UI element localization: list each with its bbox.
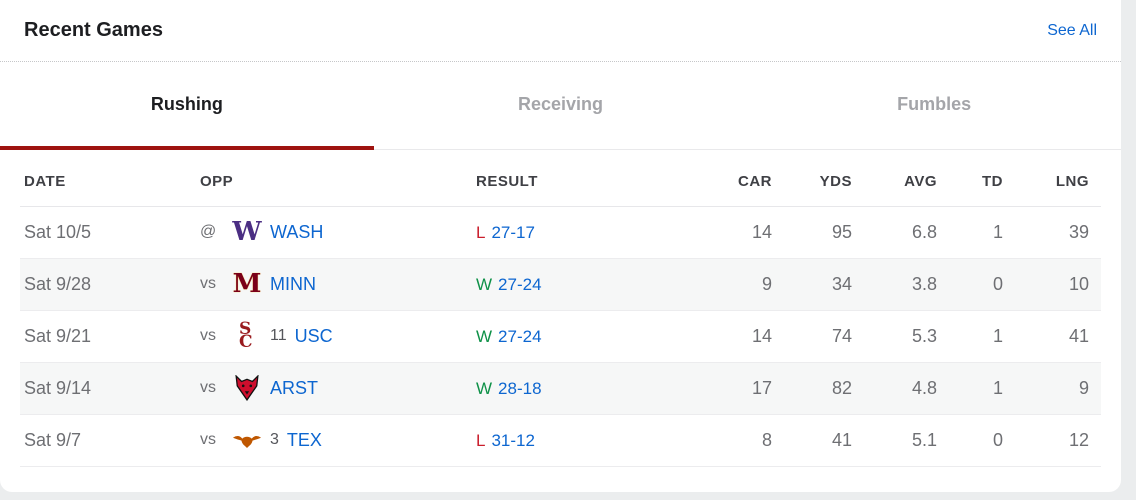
card-header: Recent Games See All	[0, 0, 1121, 62]
col-header-td: TD	[941, 158, 1007, 207]
col-header-avg: AVG	[856, 158, 941, 207]
stat-car: 14	[696, 310, 776, 363]
tab-rushing[interactable]: Rushing	[0, 62, 374, 150]
stat-car: 17	[696, 362, 776, 415]
game-date: Sat 9/21	[20, 310, 196, 363]
opponent-rank: 3	[270, 431, 279, 448]
stat-yds: 34	[776, 258, 856, 311]
stat-td: 1	[941, 206, 1007, 259]
stat-td: 0	[941, 258, 1007, 311]
recent-games-table: DATE OPP RESULT CAR YDS AVG TD LNG Sat 1…	[20, 158, 1101, 467]
stat-avg: 5.1	[856, 414, 941, 467]
col-header-result: RESULT	[472, 158, 696, 207]
home-away-indicator: vs	[200, 327, 216, 344]
col-header-date: DATE	[20, 158, 196, 207]
game-date: Sat 10/5	[20, 206, 196, 259]
home-away-indicator: vs	[200, 275, 216, 292]
stat-lng: 41	[1007, 310, 1101, 363]
result-letter: W	[476, 378, 493, 398]
stat-lng: 10	[1007, 258, 1101, 311]
home-away-indicator: @	[200, 223, 217, 240]
stat-lng: 12	[1007, 414, 1101, 467]
team-link[interactable]: WASH	[270, 221, 324, 242]
score-link[interactable]: 27-24	[498, 274, 542, 294]
stat-avg: 5.3	[856, 310, 941, 363]
result-letter: W	[476, 274, 493, 294]
result-letter: W	[476, 326, 493, 346]
col-header-opp: OPP	[196, 158, 472, 207]
stat-lng: 9	[1007, 362, 1101, 415]
stat-lng: 39	[1007, 206, 1101, 259]
table-header-row: DATE OPP RESULT CAR YDS AVG TD LNG	[20, 158, 1101, 207]
score-link[interactable]: 27-17	[491, 222, 535, 242]
team-link[interactable]: ARST	[270, 377, 319, 398]
page-title: Recent Games	[24, 19, 163, 41]
table-row: Sat 9/14 vs ARST	[20, 362, 1101, 415]
stat-car: 8	[696, 414, 776, 467]
stat-avg: 4.8	[856, 362, 941, 415]
stat-tabs: Rushing Receiving Fumbles	[0, 62, 1121, 150]
game-date: Sat 9/28	[20, 258, 196, 311]
minnesota-golden-gophers-logo-icon: M	[232, 269, 262, 299]
see-all-link[interactable]: See All	[1047, 21, 1097, 39]
score-link[interactable]: 31-12	[491, 430, 535, 450]
stat-td: 1	[941, 362, 1007, 415]
table-row: Sat 10/5 @ W WASH L 27-17 14 95 6.8 1 39	[20, 206, 1101, 259]
result-letter: L	[476, 430, 486, 450]
stat-car: 9	[696, 258, 776, 311]
score-link[interactable]: 28-18	[498, 378, 542, 398]
team-link[interactable]: USC	[294, 325, 333, 346]
opponent-rank: 11	[270, 327, 287, 344]
stat-yds: 41	[776, 414, 856, 467]
stat-avg: 3.8	[856, 258, 941, 311]
stat-td: 0	[941, 414, 1007, 467]
team-link[interactable]: TEX	[286, 429, 322, 450]
game-date: Sat 9/14	[20, 362, 196, 415]
stat-yds: 74	[776, 310, 856, 363]
tab-fumbles[interactable]: Fumbles	[897, 93, 972, 114]
arkansas-state-red-wolves-logo-icon	[232, 371, 262, 405]
col-header-yds: YDS	[776, 158, 856, 207]
stat-yds: 95	[776, 206, 856, 259]
table-row: Sat 9/7 vs 3 TEX L 31-12	[20, 414, 1101, 467]
texas-longhorns-logo-icon	[232, 423, 262, 457]
col-header-lng: LNG	[1007, 158, 1101, 207]
result-letter: L	[476, 222, 486, 242]
home-away-indicator: vs	[200, 431, 216, 448]
score-link[interactable]: 27-24	[498, 326, 542, 346]
stat-td: 1	[941, 310, 1007, 363]
col-header-car: CAR	[696, 158, 776, 207]
home-away-indicator: vs	[200, 379, 216, 396]
stat-avg: 6.8	[856, 206, 941, 259]
stat-car: 14	[696, 206, 776, 259]
recent-games-card: Recent Games See All Rushing Receiving F…	[0, 0, 1121, 492]
team-link[interactable]: MINN	[270, 273, 316, 294]
stat-yds: 82	[776, 362, 856, 415]
table-row: Sat 9/28 vs M MINN W 27-24 9 34 3.8 0 10	[20, 258, 1101, 311]
washington-huskies-logo-icon: W	[232, 217, 262, 247]
game-date: Sat 9/7	[20, 414, 196, 467]
tab-receiving[interactable]: Receiving	[517, 93, 604, 114]
